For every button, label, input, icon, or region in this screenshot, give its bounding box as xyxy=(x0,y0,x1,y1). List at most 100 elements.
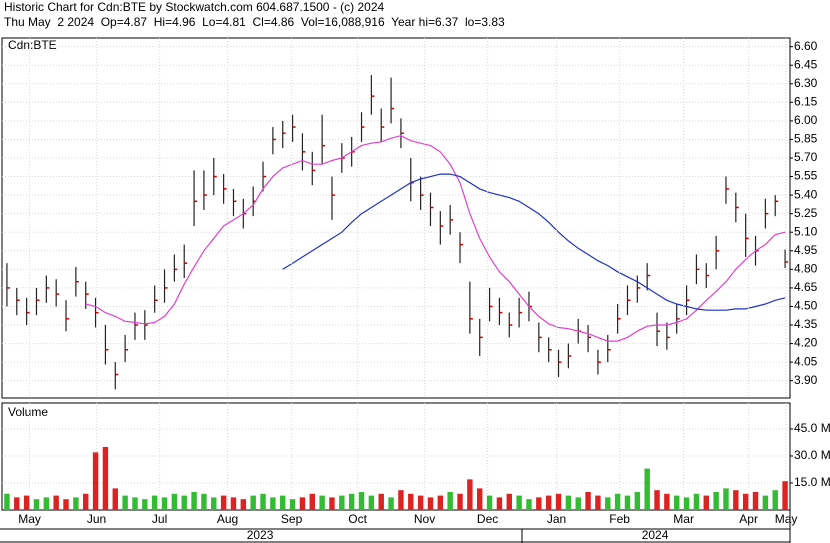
volume-bar xyxy=(191,491,197,510)
volume-bar xyxy=(565,495,572,510)
volume-bar xyxy=(674,495,680,510)
volume-bar xyxy=(368,495,375,510)
moving-average xyxy=(282,173,786,311)
volume-bar xyxy=(752,491,759,510)
y-tick-label: 15.0 M xyxy=(794,475,830,489)
volume-bar xyxy=(536,497,542,510)
volume-bar xyxy=(102,446,109,510)
volume-bar xyxy=(23,495,30,510)
x-tick-label: Feb xyxy=(609,512,630,526)
volume-bar xyxy=(220,495,227,510)
volume-bar xyxy=(516,495,522,510)
x-tick-label: Apr xyxy=(739,512,758,526)
y-tick-label: 6.45 xyxy=(794,57,818,71)
volume-bar xyxy=(614,493,621,510)
x-tick-label: Oct xyxy=(348,512,367,526)
volume-bar xyxy=(457,493,463,510)
volume-bar xyxy=(289,499,296,510)
year-label: 2023 xyxy=(247,528,274,542)
volume-bar xyxy=(605,497,611,510)
volume-bar xyxy=(477,488,483,510)
volume-bar xyxy=(358,491,365,510)
moving-average xyxy=(85,135,786,342)
y-tick-label: 6.30 xyxy=(794,76,818,90)
volume-bar xyxy=(388,497,394,510)
volume-frame xyxy=(1,402,791,511)
x-tick-label: Sep xyxy=(281,512,303,526)
symbol-label: Cdn:BTE xyxy=(8,38,57,52)
volume-bar xyxy=(63,499,69,510)
volume-bar xyxy=(486,495,493,510)
y-tick-label: 4.95 xyxy=(794,243,818,257)
x-tick-label: Jul xyxy=(152,512,167,526)
volume-bar xyxy=(427,497,434,510)
y-tick-label: 6.00 xyxy=(794,113,818,127)
volume-bar xyxy=(644,468,650,510)
x-tick-label: Nov xyxy=(414,512,435,526)
volume-bar xyxy=(270,497,276,510)
y-tick-label: 30.0 M xyxy=(794,448,830,462)
volume-bar xyxy=(408,493,414,510)
volume-bar xyxy=(782,481,788,510)
volume-bar xyxy=(723,488,729,510)
y-tick-label: 3.90 xyxy=(794,373,818,387)
volume-bar xyxy=(348,493,355,510)
x-tick-label: Jan xyxy=(547,512,566,526)
volume-bar xyxy=(585,491,591,510)
volume-bar xyxy=(378,493,384,510)
y-tick-label: 45.0 M xyxy=(794,421,830,435)
volume-bar xyxy=(171,493,178,510)
volume-bar xyxy=(713,491,719,510)
volume-bar xyxy=(624,495,631,510)
volume-bar xyxy=(250,495,256,510)
volume-bar xyxy=(14,497,20,510)
volume-bar xyxy=(299,497,306,510)
year-label: 2024 xyxy=(642,528,669,542)
volume-bar xyxy=(634,491,641,510)
volume-bar xyxy=(122,495,128,510)
chart-title: Historic Chart for Cdn:BTE by Stockwatch… xyxy=(4,0,384,14)
volume-bar xyxy=(506,493,512,510)
volume-bar xyxy=(772,490,778,510)
x-tick-label: Mar xyxy=(673,512,694,526)
y-tick-label: 5.85 xyxy=(794,132,818,146)
volume-bar xyxy=(83,493,89,510)
volume-bar xyxy=(595,495,601,510)
volume-bar xyxy=(132,497,138,510)
y-tick-label: 5.10 xyxy=(794,224,818,238)
volume-bar xyxy=(417,495,424,510)
x-tick-label: May xyxy=(18,512,41,526)
volume-bar xyxy=(309,493,315,510)
volume-bar xyxy=(683,497,690,510)
volume-bar xyxy=(664,493,670,510)
y-tick-label: 5.25 xyxy=(794,206,818,220)
volume-bar xyxy=(73,497,79,510)
volume-bar xyxy=(467,479,473,510)
y-tick-label: 5.55 xyxy=(794,169,818,183)
volume-bar xyxy=(654,490,660,510)
y-tick-label: 4.80 xyxy=(794,262,818,276)
volume-bar xyxy=(742,493,749,510)
y-tick-label: 6.15 xyxy=(794,95,818,109)
volume-bar xyxy=(43,497,50,510)
volume-bar xyxy=(762,495,769,510)
y-tick-label: 4.20 xyxy=(794,336,818,350)
volume-bar xyxy=(211,497,217,510)
volume-bar xyxy=(339,495,345,510)
volume-bar xyxy=(496,497,503,510)
volume-bar xyxy=(575,497,581,510)
y-tick-label: 6.60 xyxy=(794,39,818,53)
volume-bar xyxy=(733,490,739,510)
quote-line: Thu May 2 2024 Op=4.87 Hi=4.96 Lo=4.81 C… xyxy=(4,15,505,29)
volume-bar xyxy=(142,499,148,510)
volume-bar xyxy=(230,497,237,510)
volume-bar xyxy=(181,495,187,510)
y-tick-label: 4.50 xyxy=(794,299,818,313)
x-tick-label: Dec xyxy=(477,512,498,526)
volume-bar xyxy=(693,493,700,510)
y-tick-label: 4.05 xyxy=(794,354,818,368)
x-tick-label: Aug xyxy=(217,512,238,526)
volume-bar xyxy=(161,497,168,510)
